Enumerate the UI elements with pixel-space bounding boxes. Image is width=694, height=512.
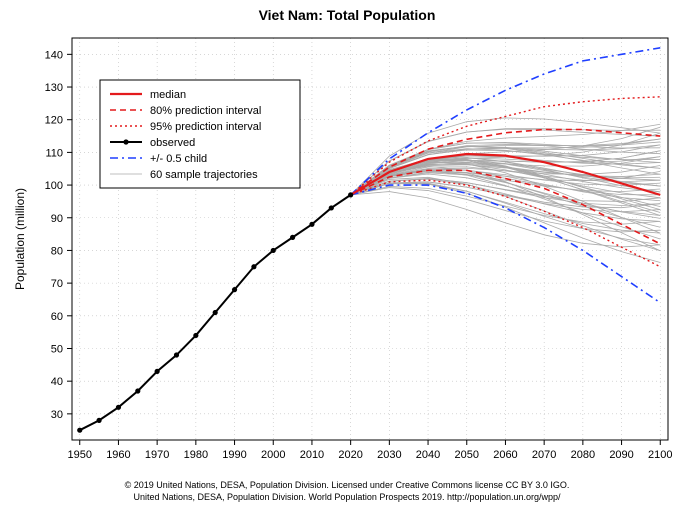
observed-marker: [348, 192, 353, 197]
ytick-label: 130: [45, 82, 63, 94]
ytick-label: 50: [51, 343, 63, 355]
ytick-label: 40: [51, 376, 63, 388]
legend-label: observed: [150, 137, 195, 149]
observed-marker: [135, 388, 140, 393]
observed-marker: [232, 287, 237, 292]
legend-marker: [123, 139, 128, 144]
legend-label: 60 sample trajectories: [150, 169, 258, 181]
xtick-label: 2020: [338, 449, 362, 461]
observed-marker: [213, 310, 218, 315]
xtick-label: 2010: [300, 449, 324, 461]
xtick-label: 2090: [609, 449, 633, 461]
observed-marker: [290, 235, 295, 240]
ytick-label: 90: [51, 213, 63, 225]
observed-marker: [96, 418, 101, 423]
xtick-label: 2050: [455, 449, 479, 461]
ytick-label: 30: [51, 409, 63, 421]
ytick-label: 60: [51, 311, 63, 323]
xtick-label: 1980: [184, 449, 208, 461]
xtick-label: 2030: [377, 449, 401, 461]
population-chart: 1950 1960 1970 1980 1990 2000 2010 2020 2030 2040…: [0, 0, 694, 512]
xtick-label: 1960: [106, 449, 130, 461]
chart-title: Viet Nam: Total Population: [259, 7, 436, 23]
xtick-label: 2040: [416, 449, 440, 461]
xtick-label: 1950: [67, 449, 91, 461]
xtick-label: 1970: [145, 449, 169, 461]
ytick-label: 110: [45, 147, 63, 159]
ytick-label: 70: [51, 278, 63, 290]
observed-marker: [271, 248, 276, 253]
legend-label: median: [150, 89, 186, 101]
ytick-label: 100: [45, 180, 63, 192]
xtick-label: 2070: [532, 449, 556, 461]
ytick-label: 140: [45, 49, 63, 61]
observed-marker: [309, 222, 314, 227]
legend-label: 95% prediction interval: [150, 121, 261, 133]
observed-marker: [251, 264, 256, 269]
observed-marker: [155, 369, 160, 374]
credit-line-1: © 2019 United Nations, DESA, Population …: [125, 480, 570, 490]
y-axis-label: Population (million): [13, 188, 27, 290]
observed-marker: [174, 352, 179, 357]
xtick-label: 2060: [493, 449, 517, 461]
ytick-label: 120: [45, 115, 63, 127]
xtick-label: 2100: [648, 449, 672, 461]
observed-marker: [116, 405, 121, 410]
xtick-label: 2000: [261, 449, 285, 461]
ytick-label: 80: [51, 245, 63, 257]
credit-line-2: United Nations, DESA, Population Divisio…: [133, 492, 561, 502]
xtick-label: 1990: [222, 449, 246, 461]
xtick-label: 2080: [571, 449, 595, 461]
observed-marker: [77, 428, 82, 433]
legend-label: 80% prediction interval: [150, 105, 261, 117]
observed-marker: [193, 333, 198, 338]
observed-marker: [329, 205, 334, 210]
legend-label: +/- 0.5 child: [150, 153, 207, 165]
